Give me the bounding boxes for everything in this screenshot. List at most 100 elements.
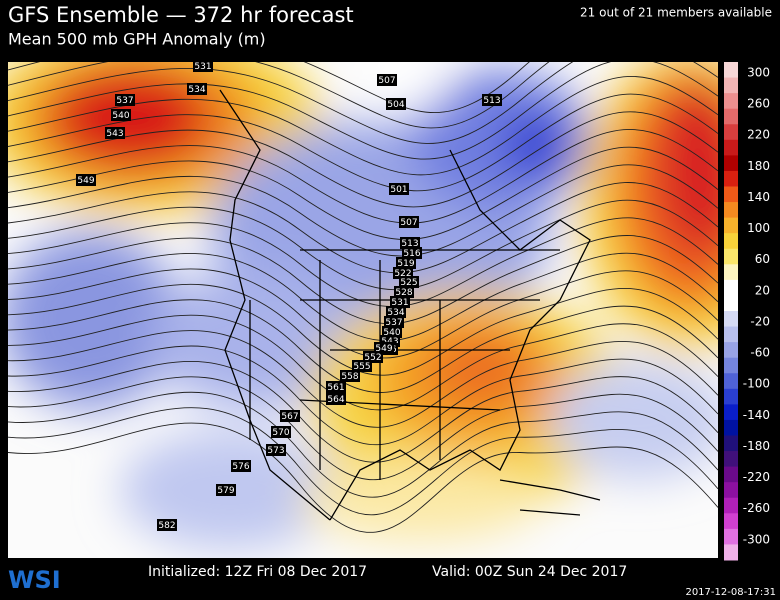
colorbar-swatch [724,419,738,436]
contour-line [8,75,718,176]
colorbar-swatch [724,513,738,530]
contour-label-box [402,247,422,259]
contour-label-box [187,83,207,95]
colorbar: 300 260 220 180 140 100 60 20 -20 -60 -100 -140 -180… [724,62,770,561]
contour-line [8,164,718,257]
initialized-time: Initialized: 12Z Fri 08 Dec 2017 [148,564,367,580]
contour-label-box [157,519,177,531]
contour-label-box [266,444,286,456]
contour-label: 549 [77,176,94,186]
colorbar-swatch [724,217,738,234]
contour-label-box [326,381,346,393]
contour-label: 531 [194,62,211,72]
timestamp: 2017-12-08-17:31 [685,587,776,598]
contour-line [8,62,550,129]
contour-label-box [326,393,346,405]
colorbar-swatch [724,528,738,545]
contour-line [8,391,718,498]
subtitle: Mean 500 mb GPH Anomaly (m) [8,30,266,49]
colorbar-swatch [724,279,738,296]
contour-label-box [352,360,372,372]
contour-label: 552 [364,353,381,363]
contour-line [8,361,718,463]
colorbar-swatch [724,544,738,561]
contour-line [8,146,718,240]
colorbar-swatch [724,311,738,328]
contour-label: 555 [353,362,370,372]
contour-label: 516 [403,249,420,259]
contour-line [8,407,718,516]
colorbar-swatch [724,62,738,79]
contour-label: 540 [383,328,400,338]
contour-line [8,299,718,393]
contour-label: 561 [327,383,344,393]
contour-line [8,62,718,144]
contour-line [8,330,718,428]
colorbar-swatch [724,326,738,343]
colorbar-label: 140 [747,190,770,204]
colorbar-swatch [724,435,738,452]
contour-label: 537 [116,96,133,106]
colorbar-swatch [724,388,738,405]
colorbar-swatch [724,155,738,172]
colorbar-swatch [724,186,738,203]
contour-line [8,314,718,411]
colorbar-swatch [724,264,738,281]
colorbar-label: 300 [747,65,770,79]
map [8,62,718,558]
contour-line [8,111,718,208]
contour-label: 540 [112,111,129,121]
colorbar-swatch [724,497,738,514]
contour-label: 525 [400,278,417,288]
contour-line [8,376,718,481]
contour-label: 567 [281,412,298,422]
contour-label: 513 [483,96,500,106]
colorbar-swatch [724,108,738,125]
contour-label: 522 [394,269,411,279]
colorbar-swatch [724,139,738,156]
colorbar-label: -60 [750,346,770,360]
contour-label: 537 [385,318,402,328]
contour-line [8,345,718,446]
contour-label: 579 [217,486,234,496]
contour-label-box [386,98,406,110]
colorbar-swatch [724,233,738,250]
valid-time: Valid: 00Z Sun 24 Dec 2017 [432,564,627,580]
contour-line [8,422,718,533]
contour-line [8,268,718,359]
contour-label-box [399,216,419,228]
contour-lines [8,62,718,533]
contour-label: 534 [188,85,205,95]
contour-label: 582 [158,521,175,531]
contour-label-box [271,426,291,438]
coastlines [219,89,601,521]
contour-label: 534 [387,308,404,318]
colorbar-label: -100 [743,377,770,391]
colorbar-label: -20 [750,314,770,328]
contour-label: 519 [397,259,414,269]
colorbar-label: 60 [755,252,770,266]
colorbar-swatch [724,202,738,219]
colorbar-label: 220 [747,128,770,142]
colorbar-swatch [724,248,738,265]
contour-label: 570 [272,428,289,438]
colorbar-swatch [724,77,738,94]
colorbar-swatch [724,466,738,483]
contour-label-box [193,60,213,72]
contour-line [8,62,718,160]
contour-label-box [280,410,300,422]
colorbar-swatch [724,342,738,359]
contour-label: 507 [400,218,417,228]
contour-label: 528 [395,288,412,298]
title: GFS Ensemble — 372 hr forecast [8,3,354,27]
contour-label: 504 [387,100,404,110]
contour-label-box [111,109,131,121]
colorbar-label: 260 [747,97,770,111]
contour-line [8,283,718,376]
colorbar-swatch [724,357,738,374]
contour-label-box [340,370,360,382]
colorbar-label: -220 [743,470,770,484]
